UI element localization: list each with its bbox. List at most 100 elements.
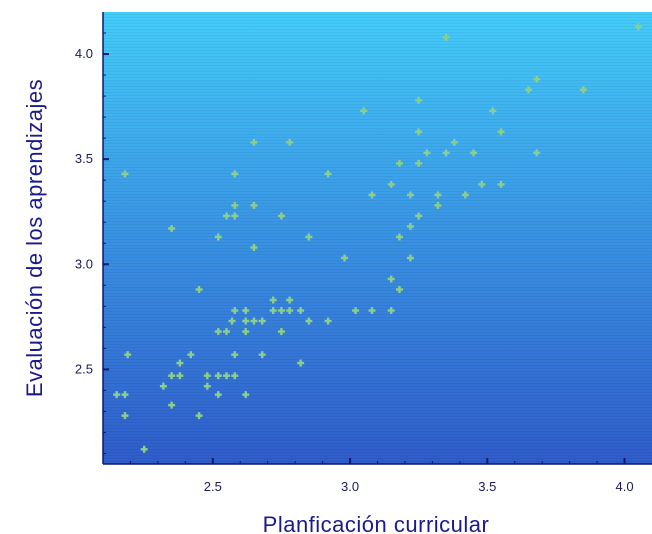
y-tick-label: 2.5: [75, 361, 93, 376]
data-point: [368, 191, 376, 199]
data-point: [387, 307, 395, 315]
data-point: [176, 372, 184, 380]
data-point: [297, 359, 305, 367]
data-point: [121, 170, 129, 178]
data-point: [214, 328, 222, 336]
data-point: [258, 317, 266, 325]
data-point: [223, 372, 231, 380]
data-point: [121, 412, 129, 420]
data-point: [387, 275, 395, 283]
y-tick-label: 3.5: [75, 151, 93, 166]
data-point: [434, 191, 442, 199]
data-point: [368, 307, 376, 315]
data-point: [415, 128, 423, 136]
data-point: [250, 138, 258, 146]
data-point: [159, 382, 167, 390]
data-point: [395, 286, 403, 294]
data-point: [242, 328, 250, 336]
data-point: [203, 372, 211, 380]
x-tick-label: 2.5: [204, 479, 222, 494]
data-point: [634, 23, 642, 31]
data-point: [176, 359, 184, 367]
data-point: [450, 138, 458, 146]
data-point: [286, 296, 294, 304]
data-point: [231, 351, 239, 359]
data-point: [470, 149, 478, 157]
data-point: [250, 243, 258, 251]
data-point: [387, 180, 395, 188]
data-point: [214, 233, 222, 241]
x-tick-label: 3.5: [478, 479, 496, 494]
data-point: [195, 286, 203, 294]
data-point: [533, 75, 541, 83]
data-point: [497, 128, 505, 136]
tick-labels: 2.5 3.0 3.5 4.0 2.5 3.0 3.5 4.0: [75, 46, 634, 494]
data-point: [214, 391, 222, 399]
data-point: [352, 307, 360, 315]
data-point: [168, 401, 176, 409]
data-point: [297, 307, 305, 315]
data-point: [341, 254, 349, 262]
data-point: [286, 138, 294, 146]
data-point: [286, 307, 294, 315]
data-point: [195, 412, 203, 420]
data-point: [579, 86, 587, 94]
data-point: [406, 222, 414, 230]
data-point: [214, 372, 222, 380]
data-point: [497, 180, 505, 188]
data-point: [442, 33, 450, 41]
data-point: [231, 372, 239, 380]
data-point: [423, 149, 431, 157]
data-point: [415, 212, 423, 220]
data-point: [277, 307, 285, 315]
data-point: [124, 351, 132, 359]
data-point: [223, 328, 231, 336]
y-tick-label: 4.0: [75, 46, 93, 61]
data-point: [242, 307, 250, 315]
data-point: [168, 225, 176, 233]
major-ticks: [103, 53, 626, 464]
data-point: [168, 372, 176, 380]
data-point: [406, 254, 414, 262]
data-point: [231, 170, 239, 178]
data-point: [250, 201, 258, 209]
y-tick-label: 3.0: [75, 256, 93, 271]
data-point: [524, 86, 532, 94]
data-point: [277, 212, 285, 220]
data-point: [242, 391, 250, 399]
data-point: [395, 159, 403, 167]
data-point: [187, 351, 195, 359]
data-point: [406, 191, 414, 199]
data-point: [113, 391, 121, 399]
data-point: [360, 107, 368, 115]
data-point: [258, 351, 266, 359]
data-point: [223, 212, 231, 220]
data-points: [113, 23, 642, 453]
data-point: [203, 382, 211, 390]
data-point: [415, 159, 423, 167]
data-point: [277, 328, 285, 336]
data-point: [140, 445, 148, 453]
data-point: [415, 96, 423, 104]
data-point: [324, 317, 332, 325]
data-point: [461, 191, 469, 199]
x-tick-label: 4.0: [616, 479, 634, 494]
data-point: [395, 233, 403, 241]
x-axis-title: Planficación curricular: [263, 512, 490, 534]
data-point: [269, 296, 277, 304]
y-axis-title: Evaluación de los aprendizajes: [22, 79, 47, 397]
data-point: [434, 201, 442, 209]
data-point: [231, 201, 239, 209]
plot-area: [103, 12, 652, 464]
data-point: [121, 391, 129, 399]
data-point: [305, 317, 313, 325]
data-point: [250, 317, 258, 325]
data-point: [231, 212, 239, 220]
data-point: [228, 317, 236, 325]
x-tick-label: 3.0: [341, 479, 359, 494]
data-point: [305, 233, 313, 241]
data-point: [489, 107, 497, 115]
data-point: [478, 180, 486, 188]
data-point: [242, 317, 250, 325]
